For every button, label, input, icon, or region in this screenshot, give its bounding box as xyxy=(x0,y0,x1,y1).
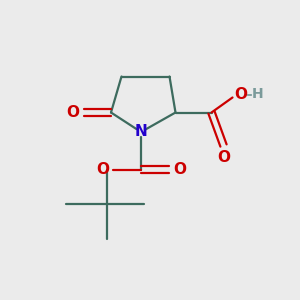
Text: O: O xyxy=(97,162,110,177)
Text: H: H xyxy=(252,88,264,101)
Text: O: O xyxy=(67,105,80,120)
Text: O: O xyxy=(234,87,247,102)
Text: N: N xyxy=(135,124,147,140)
Text: O: O xyxy=(173,162,186,177)
Text: O: O xyxy=(217,150,230,165)
